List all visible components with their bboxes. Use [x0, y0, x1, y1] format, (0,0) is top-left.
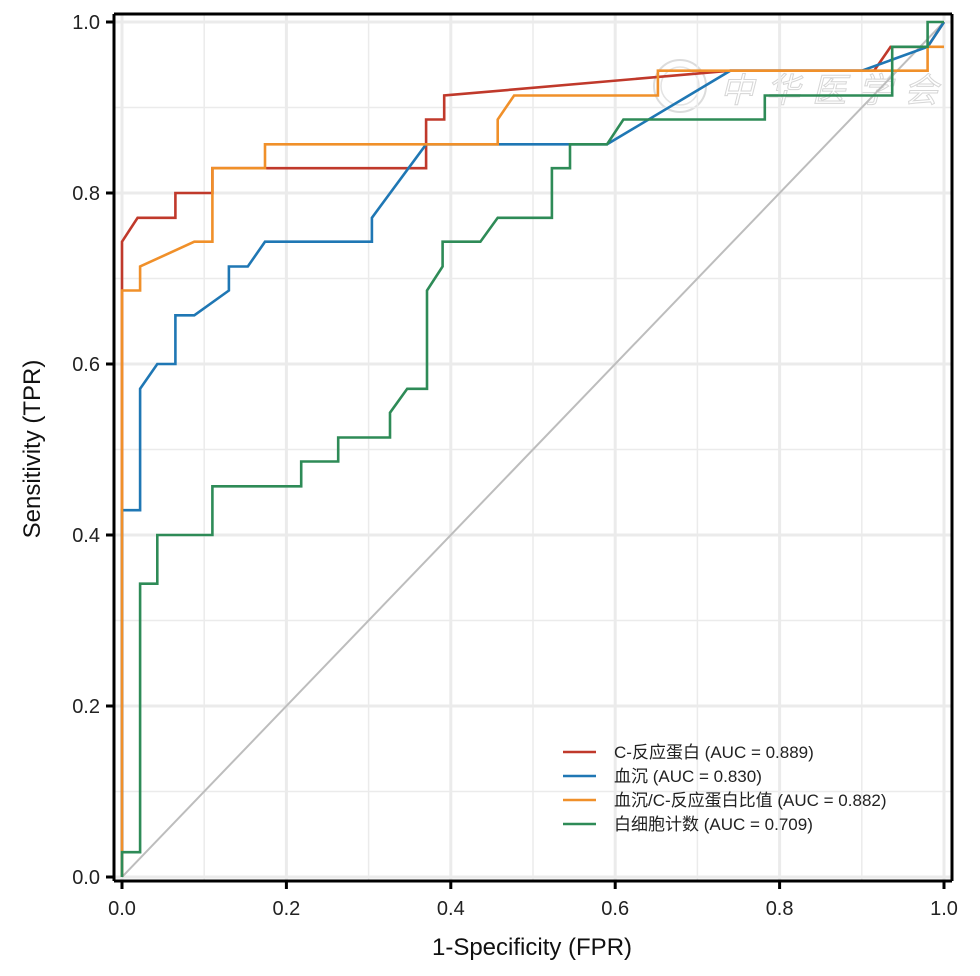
watermark-seal-icon [653, 59, 707, 113]
legend-label: C-反应蛋白 (AUC = 0.889) [614, 743, 814, 762]
axes [112, 12, 954, 883]
reference-diagonal-line [121, 21, 945, 878]
watermark-text: 中华医学会 [720, 71, 950, 111]
watermark: 中华医学会 [653, 59, 950, 113]
y-tick-label: 0.0 [72, 867, 100, 889]
roc-curve-2 [120, 21, 946, 877]
y-axis-title: Sensitivity (TPR) [19, 360, 46, 539]
roc-curve-3 [120, 45, 944, 877]
x-tick-label: 0.4 [437, 898, 465, 920]
x-tick-label: 0.8 [766, 898, 794, 920]
legend-label: 白细胞计数 (AUC = 0.709) [614, 815, 813, 834]
y-tick-label: 0.4 [72, 525, 100, 547]
x-tick-label: 1.0 [930, 898, 958, 920]
y-tick-label: 0.6 [72, 354, 100, 376]
series-layer [120, 20, 946, 877]
x-ticks: 0.0 0.2 0.4 0.6 0.8 1.0 [108, 881, 958, 920]
x-tick-label: 0.0 [108, 898, 136, 920]
watermark-seal-inner-icon [660, 66, 700, 106]
y-tick-label: 1.0 [72, 12, 100, 34]
grid [114, 14, 952, 881]
legend-item: 血沉/C-反应蛋白比值 (AUC = 0.882) [563, 791, 887, 810]
legend-item: C-反应蛋白 (AUC = 0.889) [563, 743, 814, 762]
legend-label: 血沉/C-反应蛋白比值 (AUC = 0.882) [614, 791, 887, 810]
x-tick-label: 0.6 [601, 898, 629, 920]
legend-item: 血沉 (AUC = 0.830) [563, 767, 762, 786]
legend-label: 血沉 (AUC = 0.830) [614, 767, 762, 786]
legend-item: 白细胞计数 (AUC = 0.709) [563, 815, 813, 834]
roc-curve-4 [120, 20, 944, 877]
legend: C-反应蛋白 (AUC = 0.889) 血沉 (AUC = 0.830) 血沉/C… [563, 743, 887, 834]
y-tick-label: 0.2 [72, 696, 100, 718]
y-ticks: 0.0 0.2 0.4 0.6 0.8 1.0 [72, 12, 114, 889]
x-axis-title: 1-Specificity (FPR) [432, 934, 632, 961]
y-tick-label: 0.8 [72, 183, 100, 205]
x-tick-label: 0.2 [272, 898, 300, 920]
